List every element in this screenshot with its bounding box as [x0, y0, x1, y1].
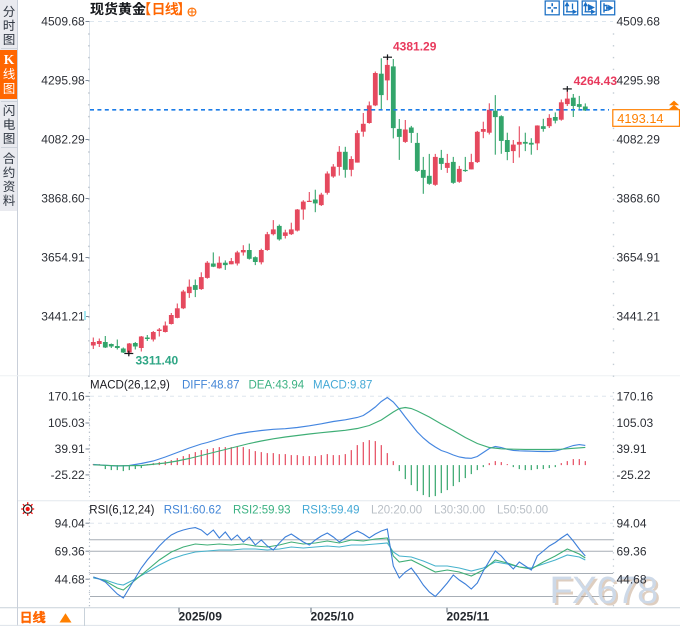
svg-text:4381.29: 4381.29	[393, 39, 437, 53]
svg-text:K: K	[4, 52, 15, 67]
svg-text:4082.29: 4082.29	[41, 133, 85, 147]
svg-text:4295.98: 4295.98	[617, 74, 661, 88]
svg-text:4509.68: 4509.68	[41, 15, 85, 29]
svg-text:DIFF:48.87: DIFF:48.87	[182, 380, 240, 392]
svg-text:105.03: 105.03	[617, 416, 654, 430]
svg-text:3868.60: 3868.60	[41, 192, 85, 206]
svg-text:69.36: 69.36	[617, 544, 647, 558]
svg-text:170.16: 170.16	[48, 390, 85, 404]
svg-text:4264.43: 4264.43	[574, 74, 618, 88]
svg-text:-25.22: -25.22	[51, 468, 85, 482]
svg-text:L50:50.00: L50:50.00	[497, 505, 548, 517]
svg-text:3654.91: 3654.91	[617, 251, 661, 265]
svg-text:-25.22: -25.22	[617, 468, 651, 482]
svg-text:39.91: 39.91	[55, 442, 85, 456]
svg-text:4295.98: 4295.98	[41, 74, 85, 88]
svg-text:44.68: 44.68	[55, 572, 85, 586]
svg-text:RSI(6,12,24): RSI(6,12,24)	[89, 505, 154, 517]
svg-text:DEA:43.94: DEA:43.94	[249, 380, 305, 392]
svg-text:3441.21: 3441.21	[41, 310, 85, 324]
svg-text:RSI3:59.49: RSI3:59.49	[302, 505, 360, 517]
svg-text:39.91: 39.91	[617, 442, 647, 456]
svg-text:MACD(26,12,9): MACD(26,12,9)	[90, 380, 170, 392]
svg-text:4193.14: 4193.14	[617, 111, 663, 126]
svg-text:2025/09: 2025/09	[179, 609, 223, 623]
svg-text:94.04: 94.04	[55, 516, 85, 530]
svg-text:4082.29: 4082.29	[617, 133, 661, 147]
svg-text:170.16: 170.16	[617, 390, 654, 404]
svg-text:3868.60: 3868.60	[617, 192, 661, 206]
svg-text:RSI2:59.93: RSI2:59.93	[233, 505, 291, 517]
svg-text:FX678: FX678	[552, 572, 660, 614]
svg-text:105.03: 105.03	[48, 416, 85, 430]
svg-text:L30:30.00: L30:30.00	[434, 505, 485, 517]
svg-text:3654.91: 3654.91	[41, 251, 85, 265]
svg-text:44.68: 44.68	[617, 572, 647, 586]
svg-text:3311.40: 3311.40	[136, 354, 179, 368]
svg-text:L20:20.00: L20:20.00	[371, 505, 422, 517]
svg-text:3441.21: 3441.21	[617, 310, 661, 324]
svg-text:MACD:9.87: MACD:9.87	[313, 380, 372, 392]
svg-text:69.36: 69.36	[55, 544, 85, 558]
svg-text:94.04: 94.04	[617, 516, 647, 530]
svg-text:2025/10: 2025/10	[311, 609, 355, 623]
svg-text:4509.68: 4509.68	[617, 15, 661, 29]
svg-text:RSI1:60.62: RSI1:60.62	[164, 505, 222, 517]
svg-text:FX678: FX678	[550, 570, 658, 612]
svg-text:2025/11: 2025/11	[447, 609, 490, 623]
